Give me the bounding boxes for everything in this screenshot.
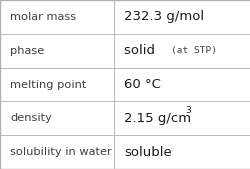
Text: (at STP): (at STP) bbox=[170, 46, 216, 55]
Text: solid: solid bbox=[124, 44, 163, 57]
Text: 60 °C: 60 °C bbox=[124, 78, 160, 91]
Text: 232.3 g/mol: 232.3 g/mol bbox=[124, 10, 204, 23]
Text: density: density bbox=[10, 113, 52, 123]
Text: phase: phase bbox=[10, 46, 44, 56]
Text: 3: 3 bbox=[185, 106, 191, 115]
Text: solubility in water: solubility in water bbox=[10, 147, 111, 157]
Text: soluble: soluble bbox=[124, 146, 171, 159]
Text: molar mass: molar mass bbox=[10, 12, 76, 22]
Text: 2.15 g/cm: 2.15 g/cm bbox=[124, 112, 190, 125]
Text: melting point: melting point bbox=[10, 79, 86, 90]
